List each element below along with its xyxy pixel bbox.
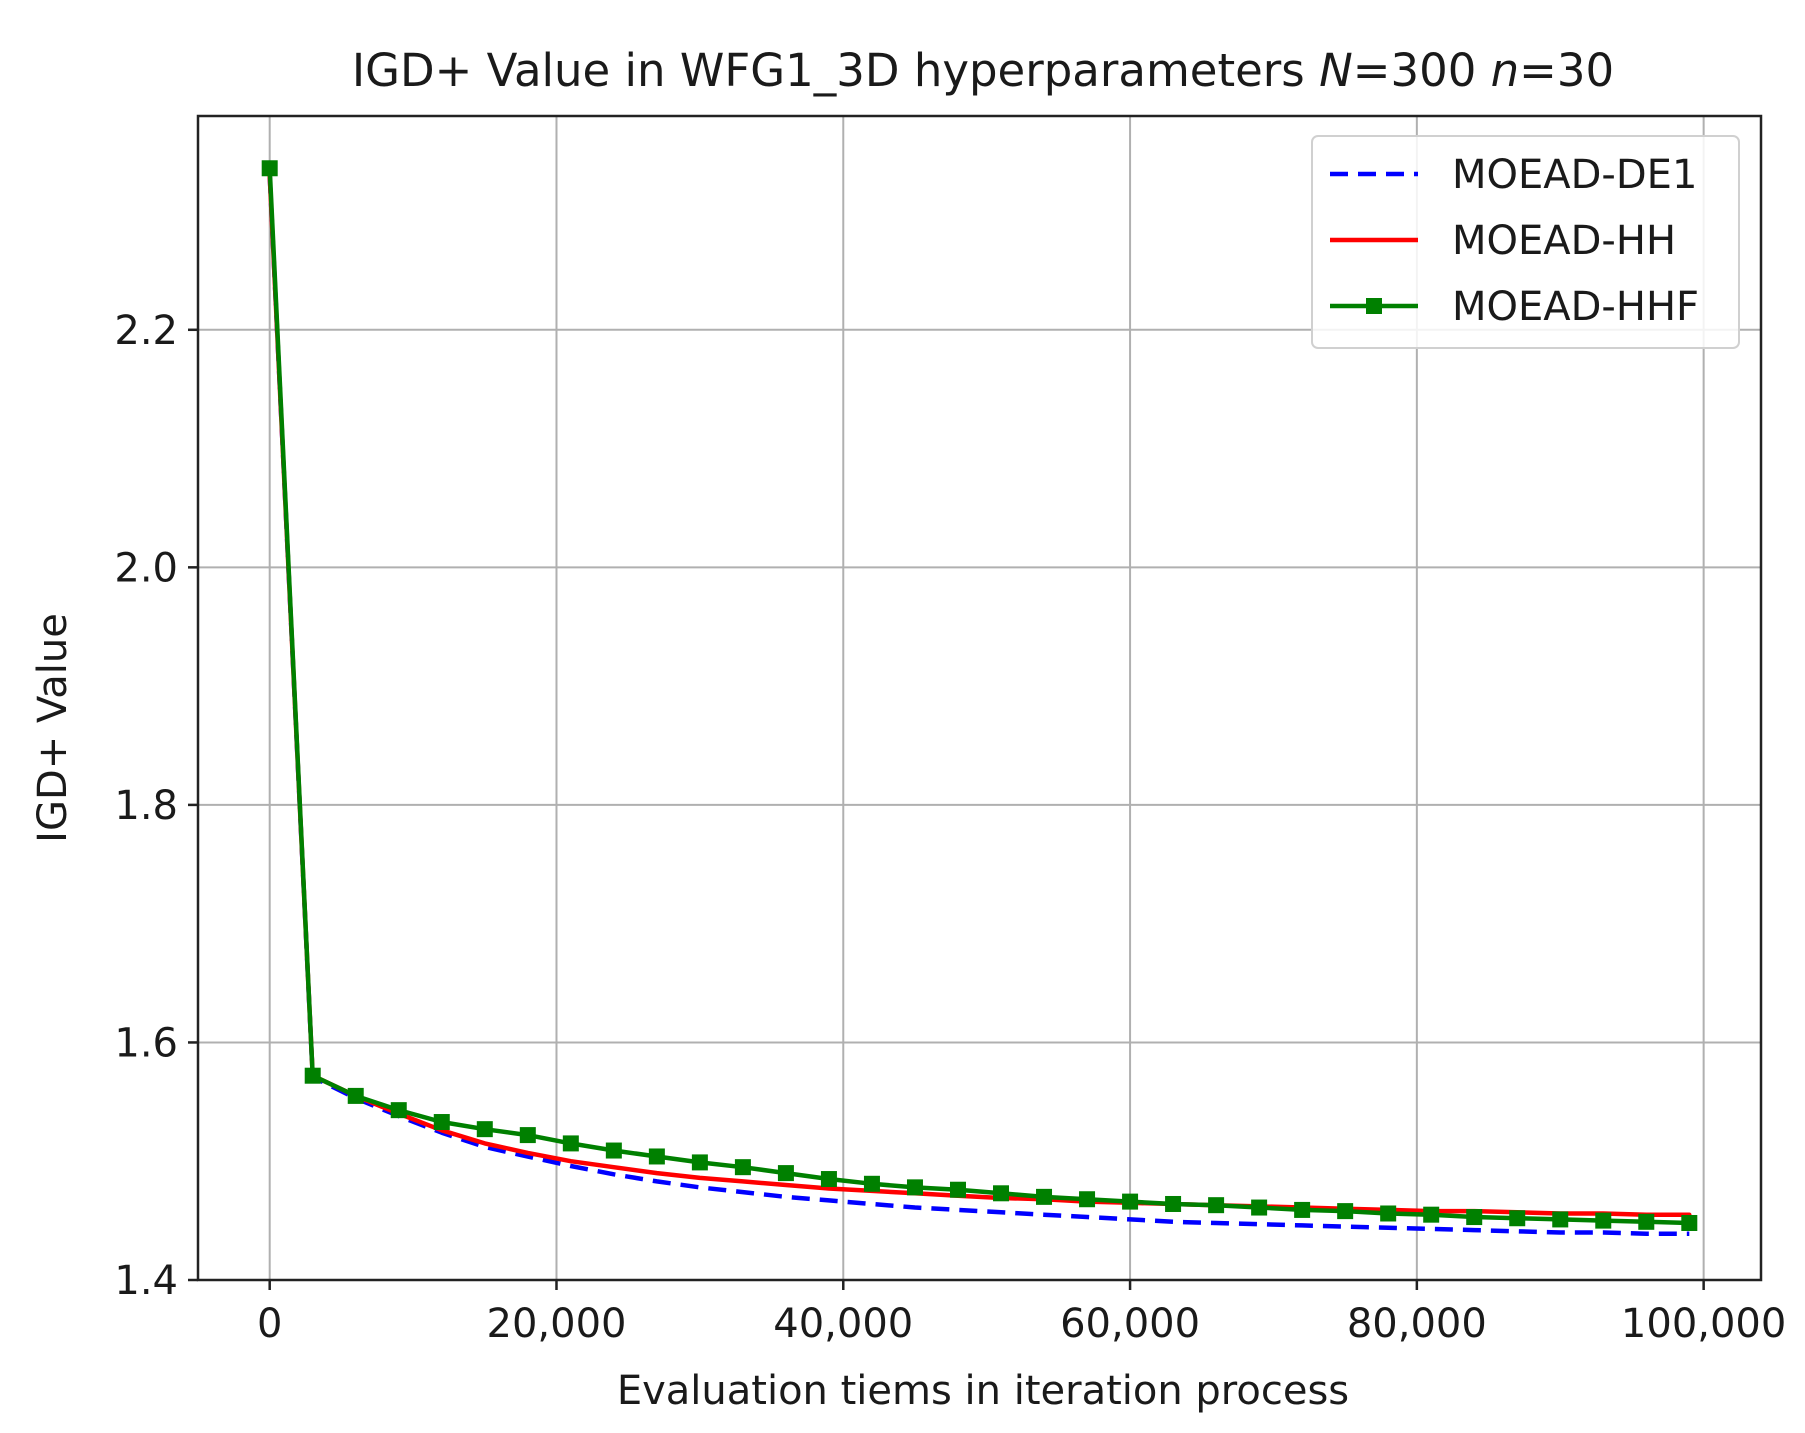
y-tick-label: 1.6 [114, 1020, 178, 1066]
x-tick-label: 0 [257, 1301, 282, 1347]
data-point-moead-hhf [1036, 1188, 1053, 1205]
y-tick-label: 1.8 [114, 783, 178, 829]
legend-box [1311, 135, 1740, 349]
data-point-moead-hhf [1595, 1212, 1612, 1229]
data-point-moead-hhf [476, 1121, 493, 1138]
legend-marker-moead-hhf [1366, 298, 1382, 314]
data-point-moead-hhf [993, 1185, 1010, 1202]
y-tick-label: 2.2 [114, 308, 178, 354]
data-point-moead-hhf [605, 1142, 622, 1159]
data-point-moead-hhf [1337, 1203, 1354, 1220]
legend-label-moead-hh: MOEAD-HH [1452, 218, 1676, 264]
y-axis: 1.4 1.6 1.8 2.0 2.2 [114, 308, 198, 1304]
data-point-moead-hhf [1380, 1205, 1397, 1222]
y-axis-title: IGD+ Value [30, 613, 76, 843]
data-point-moead-hhf [949, 1181, 966, 1198]
data-point-moead-hhf [519, 1127, 536, 1144]
data-point-moead-hhf [1079, 1191, 1096, 1208]
x-tick-label: 100,000 [1621, 1301, 1786, 1347]
data-point-moead-hhf [1251, 1199, 1268, 1216]
x-axis-title: Evaluation tiems in iteration process [617, 1368, 1349, 1414]
data-point-moead-hhf [433, 1114, 450, 1131]
y-tick-label: 1.4 [114, 1258, 178, 1304]
data-point-moead-hhf [1552, 1211, 1569, 1228]
data-point-moead-hhf [1208, 1197, 1225, 1214]
data-point-moead-hhf [691, 1154, 708, 1171]
data-point-moead-hhf [777, 1165, 794, 1182]
data-point-moead-hhf [648, 1148, 665, 1165]
y-tick-label: 2.0 [114, 545, 178, 591]
x-tick-label: 40,000 [773, 1301, 913, 1347]
data-point-moead-hhf [304, 1067, 321, 1084]
plot-area-frame [196, 114, 1763, 1282]
data-point-moead-hhf [347, 1087, 364, 1104]
x-tick-label: 20,000 [487, 1301, 627, 1347]
x-tick-label: 60,000 [1060, 1301, 1200, 1347]
data-point-moead-hhf [390, 1102, 407, 1119]
legend-label-moead-hhf: MOEAD-HHF [1452, 284, 1699, 330]
plot-series [261, 160, 1698, 1236]
data-point-moead-hhf [261, 160, 278, 177]
data-point-moead-hhf [1681, 1214, 1698, 1231]
chart-title: IGD+ Value in WFG1_3D hyperparameters N=… [352, 44, 1614, 97]
data-point-moead-hhf [863, 1175, 880, 1192]
legend-label-moead-de1: MOEAD-DE1 [1452, 152, 1697, 198]
data-point-moead-hhf [820, 1171, 837, 1188]
legend: MOEAD-DE1 MOEAD-HH MOEAD-HHF [1311, 135, 1740, 349]
data-point-moead-hhf [1509, 1210, 1526, 1227]
data-point-moead-hhf [906, 1179, 923, 1196]
data-point-moead-hhf [734, 1159, 751, 1176]
data-point-moead-hhf [1638, 1213, 1655, 1230]
data-point-moead-hhf [562, 1135, 579, 1152]
series-line-moead-hhf [267, 166, 1692, 1226]
series-line-moead-de1 [267, 175, 1690, 1236]
data-point-moead-hhf [1294, 1201, 1311, 1218]
series-line-moead-hh [267, 173, 1692, 1217]
data-point-moead-hhf [1165, 1195, 1182, 1212]
data-point-moead-hhf [1423, 1206, 1440, 1223]
x-axis: 0 20,000 40,000 60,000 80,000 100,000 [257, 1280, 1786, 1347]
data-point-moead-hhf [1466, 1209, 1483, 1226]
data-point-moead-hhf [1122, 1193, 1139, 1210]
x-tick-label: 80,000 [1347, 1301, 1487, 1347]
